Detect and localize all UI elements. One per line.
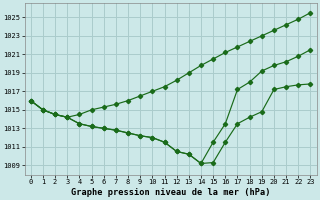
X-axis label: Graphe pression niveau de la mer (hPa): Graphe pression niveau de la mer (hPa)	[71, 188, 270, 197]
